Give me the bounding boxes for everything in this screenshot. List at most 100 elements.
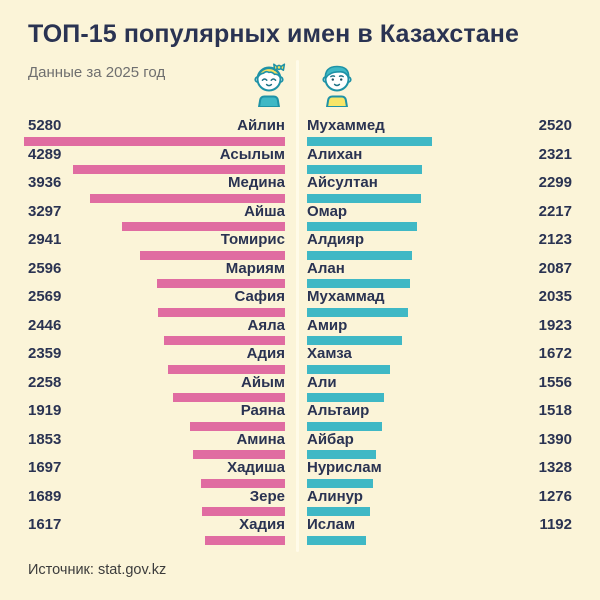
- row-label-line: Айсултан 2299: [307, 175, 572, 191]
- bar-track: [307, 136, 572, 146]
- girls-row-5: 2941 Томирис: [24, 232, 285, 260]
- name-count: 2941: [28, 231, 62, 248]
- name-count: 1390: [538, 430, 572, 448]
- boys-row-9: Хамза 1672: [307, 346, 572, 374]
- name-label: Ислам: [307, 516, 356, 533]
- bar-track: [24, 193, 285, 203]
- row-label-line: Алихан 2321: [307, 145, 572, 163]
- name-count: 1556: [538, 373, 572, 391]
- row-label-line: Амир 1923: [307, 316, 572, 334]
- boys-row-4: Омар 2217: [307, 202, 572, 231]
- name-label: Сафия: [234, 288, 285, 305]
- boys-bar: [307, 279, 411, 288]
- row-label-line: Ислам 1192: [307, 517, 572, 533]
- girls-row-2: 4289 Асылым: [24, 146, 285, 174]
- boys-row-11: Альтаир 1518: [307, 403, 572, 431]
- source-caption: Источник: stat.gov.kz: [28, 562, 167, 578]
- bar-track: [24, 136, 285, 146]
- boys-row-2: Алихан 2321: [307, 145, 572, 174]
- girls-bar: [201, 507, 285, 516]
- girls-bar: [168, 364, 285, 374]
- name-label: Альтаир: [307, 402, 370, 419]
- name-label: Айбар: [307, 430, 354, 448]
- name-count: 1328: [538, 459, 572, 476]
- boys-row-5: Алдияр 2123: [307, 231, 572, 260]
- bar-track: [307, 193, 572, 203]
- boys-bar: [307, 222, 417, 231]
- girls-row-15: 1617 Хадия: [24, 517, 285, 545]
- row-label-line: 2569 Сафия: [24, 289, 285, 305]
- name-count: 2217: [538, 202, 572, 220]
- name-count: 5280: [28, 117, 62, 134]
- baby-girl-icon: [250, 57, 288, 112]
- bar-track: [307, 279, 572, 288]
- name-label: Айсултан: [307, 174, 378, 191]
- boys-bar: [307, 478, 373, 488]
- boys-row-14: Алинур 1276: [307, 487, 572, 516]
- boys-row-13: Нурислам 1328: [307, 460, 572, 488]
- row-label-line: 1697 Хадиша: [24, 460, 285, 476]
- row-label-line: 2941 Томирис: [24, 232, 285, 248]
- name-label: Мухаммед: [307, 117, 385, 134]
- boys-bar: [307, 450, 376, 459]
- boys-row-10: Али 1556: [307, 373, 572, 402]
- page-title: ТОП-15 популярных имен в Казахстане: [28, 20, 519, 48]
- bar-track: [307, 250, 572, 260]
- name-label: Алинур: [307, 487, 363, 505]
- row-label-line: 2258 Айым: [24, 374, 285, 391]
- name-count: 1697: [28, 459, 62, 476]
- name-count: 1672: [538, 345, 572, 362]
- name-label: Аяла: [247, 316, 285, 334]
- girls-bar: [73, 165, 285, 174]
- girls-row-4: 3297 Айша: [24, 203, 285, 231]
- row-label-line: Альтаир 1518: [307, 403, 572, 419]
- name-label: Али: [307, 373, 337, 391]
- row-label-line: Мухаммад 2035: [307, 289, 572, 305]
- row-label-line: 1617 Хадия: [24, 517, 285, 533]
- bar-track: [307, 307, 572, 317]
- name-count: 1192: [539, 516, 572, 533]
- boys-bar: [307, 393, 384, 402]
- name-label: Амир: [307, 316, 348, 334]
- bar-track: [24, 507, 285, 516]
- row-label-line: 5280 Айлин: [24, 118, 285, 134]
- bar-track: [307, 222, 572, 231]
- bar-track: [24, 336, 285, 345]
- name-count: 1923: [538, 316, 572, 334]
- boys-bar: [307, 193, 421, 203]
- row-label-line: 1919 Раяна: [24, 403, 285, 419]
- girls-row-11: 1919 Раяна: [24, 403, 285, 431]
- name-count: 2446: [28, 316, 62, 334]
- row-label-line: Омар 2217: [307, 202, 572, 220]
- name-label: Медина: [228, 174, 285, 191]
- boys-bar: [307, 336, 403, 345]
- name-count: 1919: [28, 402, 62, 419]
- boys-bar: [307, 250, 412, 260]
- row-label-line: 2446 Аяла: [24, 316, 285, 334]
- girls-bar: [193, 450, 285, 459]
- row-label-line: Нурислам 1328: [307, 460, 572, 476]
- name-count: 1617: [28, 516, 62, 533]
- bar-track: [307, 535, 572, 545]
- name-label: Амина: [236, 430, 285, 448]
- girls-bar: [139, 250, 285, 260]
- name-count: 1276: [538, 487, 572, 505]
- name-label: Алихан: [307, 145, 363, 163]
- row-label-line: Айбар 1390: [307, 430, 572, 448]
- row-label-line: 2596 Мариям: [24, 260, 285, 277]
- bar-track: [24, 393, 285, 402]
- name-label: Раяна: [240, 402, 285, 419]
- page-subtitle: Данные за 2025 год: [28, 64, 166, 81]
- name-label: Алдияр: [307, 231, 365, 248]
- row-label-line: Хамза 1672: [307, 346, 572, 362]
- boys-row-15: Ислам 1192: [307, 517, 572, 545]
- row-label-line: 1689 Зере: [24, 488, 285, 505]
- girls-bar: [201, 478, 285, 488]
- bar-track: [24, 478, 285, 488]
- name-label: Нурислам: [307, 459, 382, 476]
- boys-row-1: Мухаммед 2520: [307, 117, 572, 146]
- bar-track: [307, 507, 572, 516]
- name-label: Адия: [246, 345, 285, 362]
- name-count: 2359: [28, 345, 62, 362]
